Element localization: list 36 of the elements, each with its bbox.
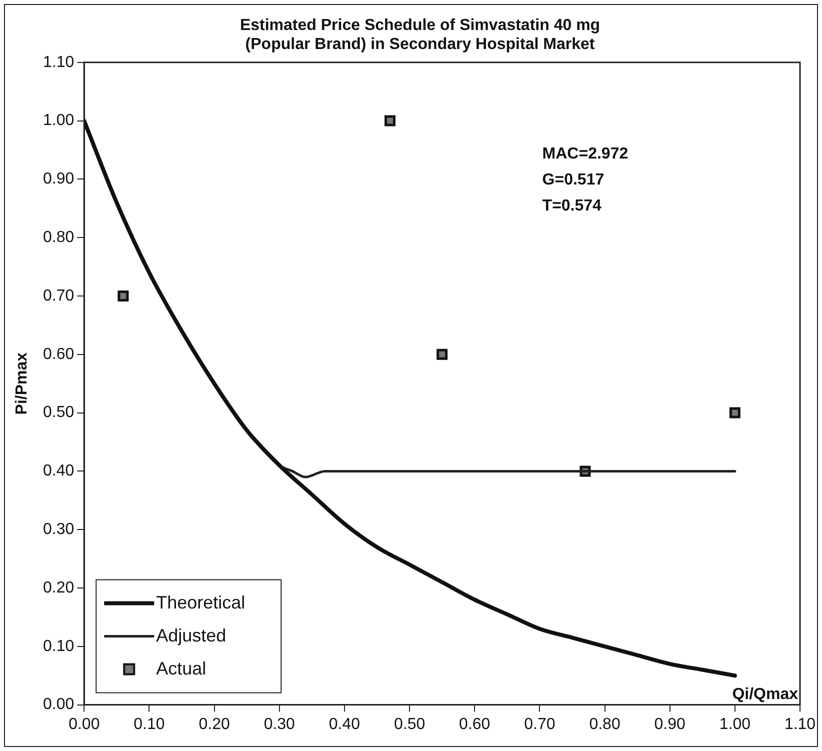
point <box>729 407 740 418</box>
y-tick-label: 0.20 <box>43 579 74 596</box>
x-tick-label: 1.00 <box>719 716 751 733</box>
x-axis-title: Qi/Qmax <box>732 686 798 704</box>
x-tick-label: 0.10 <box>134 716 165 733</box>
chart-title: Estimated Price Schedule of Simvastatin 40 mg (Popular Brand) in Secondary Hospital Market <box>240 17 600 54</box>
x-tick-label: 0.80 <box>589 716 620 733</box>
annotation: MAC=2.972 G=0.517 T=0.574 <box>542 145 628 214</box>
x-tick-label: 0.90 <box>654 716 686 733</box>
y-tick-label: 0.60 <box>43 346 74 363</box>
point <box>436 348 448 360</box>
y-tick-label: 0.00 <box>43 696 74 714</box>
y-tick-label: 1.00 <box>43 112 74 130</box>
x-tick-label: 0.40 <box>328 716 360 733</box>
point <box>118 290 129 302</box>
y-tick-label: 0.80 <box>43 229 74 246</box>
y-tick-label: 0.70 <box>43 287 74 304</box>
y-tick-label: 1.10 <box>43 54 74 71</box>
x-tick-label: 0.20 <box>198 716 230 733</box>
x-tick-label: 0.00 <box>68 716 100 733</box>
legend-label: Actual <box>156 658 206 678</box>
y-tick-label: 0.50 <box>43 404 74 422</box>
y-tick-label: 0.30 <box>43 521 74 538</box>
y-axis-title: Pi/Pmax <box>13 352 30 415</box>
legend-label: Adjusted <box>156 625 226 646</box>
legend-label: Theoretical <box>156 592 246 612</box>
x-tick-label: 1.10 <box>784 716 816 733</box>
x-tick-label: 0.60 <box>459 716 490 733</box>
x-tick-label: 0.70 <box>524 716 556 733</box>
x-tick-label: 0.30 <box>264 716 296 733</box>
x-tick-label: 0.50 <box>394 716 426 733</box>
y-tick-label: 0.10 <box>43 638 74 655</box>
y-tick-label: 0.40 <box>43 462 74 480</box>
point <box>384 115 396 126</box>
line-series <box>84 118 737 678</box>
y-tick-label: 0.90 <box>43 170 74 188</box>
